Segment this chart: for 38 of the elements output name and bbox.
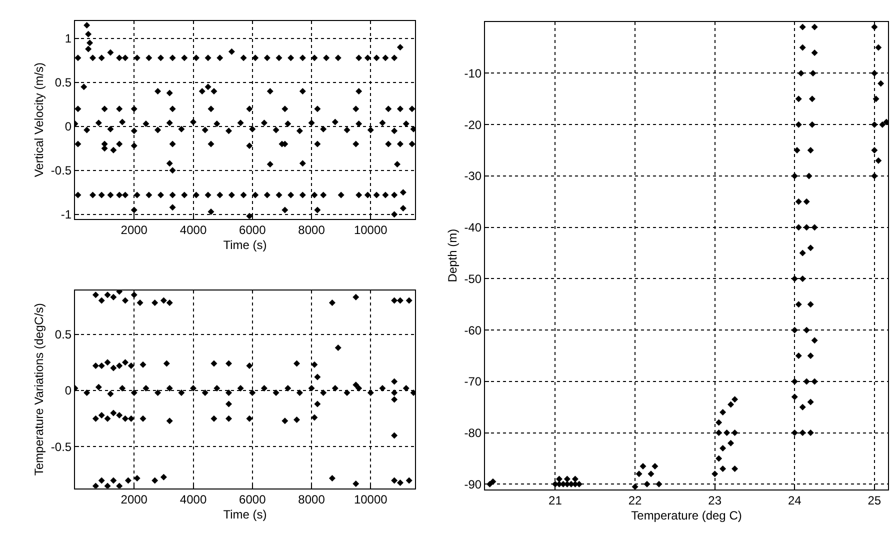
x-axis-title: Time (s) xyxy=(223,508,267,522)
y-tick-label: 0 xyxy=(64,384,72,398)
x-tick-label: 24 xyxy=(788,494,802,508)
y-tick-label: -90 xyxy=(464,477,482,492)
x-tick-label: 23 xyxy=(708,494,722,508)
x-tick-label: 10000 xyxy=(354,492,388,507)
y-tick-label: -40 xyxy=(464,220,482,235)
y-axis-title: Depth (m) xyxy=(446,228,460,282)
x-tick-label: 2000 xyxy=(120,492,148,507)
y-tick-label: 1 xyxy=(64,32,72,46)
y-tick-label: 0 xyxy=(64,120,72,134)
x-tick-label: 8000 xyxy=(298,492,326,507)
y-tick-label: -70 xyxy=(464,374,482,389)
y-tick-label: 0.5 xyxy=(54,327,72,342)
y-axis-title: Vertical Velocity (m/s) xyxy=(32,62,46,178)
y-tick-label: -1 xyxy=(60,208,72,222)
x-tick-label: 2000 xyxy=(120,223,148,238)
x-tick-label: 4000 xyxy=(180,223,207,238)
y-tick-label: -0.5 xyxy=(50,164,72,178)
x-tick-label: 21 xyxy=(548,494,562,508)
y-tick-label: -0.5 xyxy=(50,440,72,454)
y-tick-label: -80 xyxy=(464,426,482,440)
x-tick-label: 6000 xyxy=(239,223,266,238)
y-tick-label: -20 xyxy=(464,118,482,132)
x-tick-label: 25 xyxy=(868,494,882,508)
y-tick-label: -10 xyxy=(464,66,482,80)
x-tick-label: 10000 xyxy=(354,223,388,238)
y-axis-title: Temperature Variations (degC/s) xyxy=(32,303,46,476)
x-axis-title: Temperature (deg C) xyxy=(631,508,742,523)
y-tick-label: 0.5 xyxy=(54,76,72,90)
x-tick-label: 8000 xyxy=(298,223,326,238)
y-tick-label: -50 xyxy=(464,272,482,286)
y-tick-label: -30 xyxy=(464,169,482,184)
x-axis-title: Time (s) xyxy=(223,238,267,252)
x-tick-label: 6000 xyxy=(239,492,266,507)
y-tick-label: -60 xyxy=(464,323,482,338)
x-tick-label: 4000 xyxy=(180,492,207,507)
x-tick-label: 22 xyxy=(628,494,642,508)
